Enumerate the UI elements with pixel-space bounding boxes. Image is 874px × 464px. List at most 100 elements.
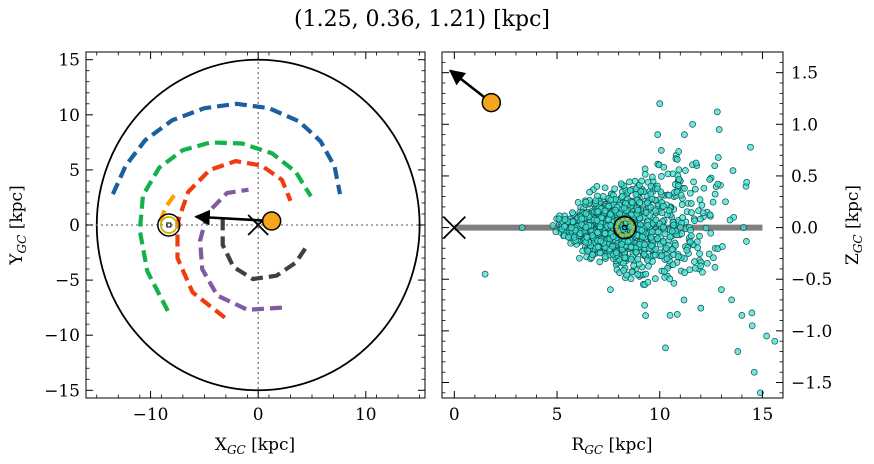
scatter-point (641, 170, 649, 178)
scatter-point (568, 224, 575, 232)
scatter-point (644, 256, 651, 264)
right-y-axis-label: ZGC [kpc] (843, 185, 865, 265)
left-y-tick-label: 15 (58, 51, 80, 71)
spiral-arm-5 (198, 187, 283, 312)
scatter-point (722, 198, 729, 206)
scatter-point (592, 197, 600, 205)
scatter-point (586, 188, 593, 196)
scatter-point (634, 255, 642, 263)
scatter-point (675, 166, 683, 174)
scatter-point (728, 296, 735, 304)
scatter-point (750, 368, 758, 376)
scatter-point (696, 232, 703, 240)
scatter-point (686, 266, 694, 274)
scatter-point (624, 238, 632, 245)
scatter-point (659, 202, 667, 210)
scatter-points (481, 100, 779, 397)
scatter-point (652, 245, 660, 253)
scatter-point (601, 230, 609, 237)
right-axes-frame (441, 51, 784, 399)
scatter-point (690, 178, 697, 186)
scatter-point (611, 206, 619, 214)
figure-title: (1.25, 0.36, 1.21) [kpc] (294, 7, 550, 32)
scatter-point (638, 226, 646, 234)
scatter-point (601, 184, 609, 192)
scatter-point (698, 201, 706, 209)
scatter-point (680, 296, 688, 304)
scatter-point (679, 214, 686, 221)
scatter-point (666, 312, 674, 319)
scatter-point (596, 258, 604, 266)
left-panel: −10 0 10 −15 −10 −5 0 5 10 15 XGC [kpc] YGC [kpc] (7, 51, 426, 457)
scatter-point (668, 246, 676, 253)
scatter-point (616, 210, 624, 218)
scatter-point (594, 208, 602, 215)
scatter-point (659, 238, 667, 245)
scatter-point (687, 232, 695, 240)
scatter-point (719, 243, 726, 250)
scatter-point (611, 185, 619, 193)
scatter-point (691, 185, 699, 193)
scatter-point (626, 187, 634, 194)
scatter-point (641, 241, 648, 249)
scatter-point (594, 243, 602, 251)
scatter-point (771, 337, 779, 345)
scatter-point (706, 211, 714, 219)
scatter-point (647, 203, 655, 211)
scatter-point (576, 230, 584, 237)
scatter-point (647, 233, 655, 241)
scatter-point (705, 250, 713, 258)
scatter-point (607, 196, 615, 204)
scatter-point (660, 267, 668, 275)
scatter-point (738, 312, 746, 319)
scatter-point (699, 268, 706, 276)
scatter-point (662, 344, 669, 352)
scatter-point (652, 207, 659, 215)
scatter-point (681, 131, 688, 138)
scatter-point (651, 275, 659, 282)
cluster-center-outer-ring (613, 215, 637, 240)
right-y-tick-label: 1.5 (791, 64, 818, 84)
scatter-point (699, 209, 707, 217)
left-x-tick-label: 0 (253, 405, 264, 425)
scatter-point (697, 215, 704, 223)
scatter-point (718, 286, 725, 293)
scatter-point (757, 389, 764, 397)
scatter-point (620, 204, 628, 212)
scatter-point (645, 262, 652, 270)
scatter-point (634, 271, 642, 278)
scatter-point (740, 224, 747, 231)
scatter-point (589, 251, 596, 258)
scatter-point (692, 159, 700, 167)
scatter-point (630, 262, 638, 269)
scatter-point (606, 210, 614, 218)
scatter-point (639, 233, 646, 241)
scatter-point (636, 199, 643, 206)
scatter-point (691, 217, 698, 225)
scatter-point (681, 185, 688, 192)
scatter-point (627, 275, 635, 283)
scatter-point (697, 304, 705, 312)
left-y-tick-label: −5 (55, 271, 80, 291)
cluster-center-dot (166, 222, 172, 228)
right-y-tick-label: −0.5 (791, 270, 832, 290)
scatter-point (565, 233, 572, 241)
right-x-tick-label: 10 (649, 405, 671, 425)
scatter-point (651, 251, 659, 259)
scatter-point (668, 227, 676, 235)
scatter-point (714, 180, 722, 188)
scatter-point (618, 193, 626, 200)
scatter-point (627, 243, 635, 251)
scatter-point (696, 250, 703, 258)
scatter-point (693, 238, 701, 246)
scatter-point (644, 278, 652, 286)
scatter-point (596, 249, 604, 257)
scatter-point (694, 244, 702, 252)
scatter-point (644, 221, 652, 229)
right-y-tick-label: 0.5 (791, 167, 818, 187)
scatter-point (621, 254, 629, 262)
scatter-point (743, 238, 750, 245)
scatter-point (594, 229, 601, 236)
scatter-point (642, 209, 650, 216)
